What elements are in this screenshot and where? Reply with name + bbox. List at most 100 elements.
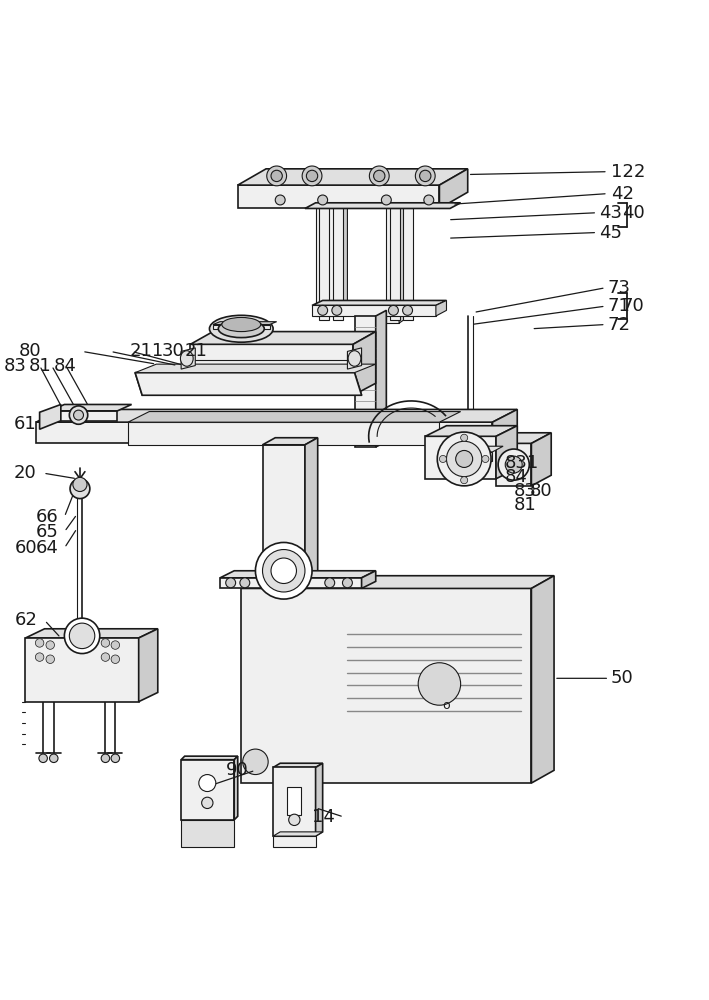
- Polygon shape: [532, 433, 551, 486]
- Circle shape: [318, 195, 328, 205]
- Circle shape: [403, 305, 413, 315]
- Polygon shape: [287, 787, 301, 815]
- Circle shape: [255, 542, 312, 599]
- Text: 40: 40: [622, 204, 644, 222]
- Text: 42: 42: [610, 185, 634, 203]
- Ellipse shape: [180, 351, 193, 366]
- Circle shape: [461, 477, 468, 484]
- Circle shape: [240, 578, 250, 588]
- Polygon shape: [40, 404, 61, 429]
- Circle shape: [318, 305, 328, 315]
- Polygon shape: [312, 305, 436, 316]
- Text: o: o: [442, 699, 450, 712]
- Polygon shape: [403, 208, 413, 320]
- Circle shape: [389, 305, 398, 315]
- Polygon shape: [241, 576, 554, 588]
- Polygon shape: [50, 404, 132, 411]
- Text: 64: 64: [36, 539, 59, 557]
- Circle shape: [101, 653, 110, 661]
- Polygon shape: [36, 409, 518, 422]
- Circle shape: [440, 455, 447, 462]
- Polygon shape: [234, 756, 238, 820]
- Polygon shape: [181, 348, 195, 369]
- Polygon shape: [190, 344, 353, 395]
- Polygon shape: [181, 760, 234, 820]
- Polygon shape: [493, 409, 518, 443]
- Polygon shape: [353, 332, 376, 395]
- Circle shape: [369, 166, 389, 186]
- Circle shape: [101, 754, 110, 763]
- Polygon shape: [262, 438, 318, 445]
- Polygon shape: [220, 578, 362, 588]
- Polygon shape: [128, 422, 440, 445]
- Polygon shape: [241, 588, 532, 783]
- Circle shape: [418, 663, 461, 705]
- Circle shape: [325, 578, 335, 588]
- Polygon shape: [273, 836, 316, 847]
- Circle shape: [424, 195, 434, 205]
- Polygon shape: [316, 208, 337, 316]
- Circle shape: [35, 653, 44, 661]
- Polygon shape: [50, 411, 118, 421]
- Polygon shape: [354, 316, 376, 447]
- Circle shape: [482, 455, 489, 462]
- Circle shape: [242, 749, 268, 775]
- Circle shape: [46, 655, 55, 663]
- Text: 73: 73: [608, 279, 631, 297]
- Circle shape: [69, 623, 95, 649]
- Circle shape: [498, 449, 530, 480]
- Circle shape: [275, 195, 285, 205]
- Ellipse shape: [209, 315, 273, 342]
- Circle shape: [415, 166, 435, 186]
- Polygon shape: [305, 203, 461, 208]
- Polygon shape: [386, 208, 399, 323]
- Circle shape: [454, 450, 468, 464]
- Text: 80: 80: [18, 342, 41, 360]
- Circle shape: [101, 639, 110, 647]
- Polygon shape: [425, 426, 518, 436]
- Polygon shape: [496, 443, 532, 486]
- Circle shape: [306, 170, 318, 182]
- Text: 65: 65: [36, 523, 59, 541]
- Polygon shape: [26, 629, 158, 638]
- Circle shape: [39, 754, 48, 763]
- Circle shape: [456, 450, 473, 467]
- Polygon shape: [273, 832, 323, 836]
- Ellipse shape: [218, 320, 264, 338]
- Circle shape: [342, 578, 352, 588]
- Circle shape: [199, 775, 216, 792]
- Polygon shape: [305, 438, 318, 586]
- Text: 43: 43: [598, 204, 622, 222]
- Circle shape: [381, 195, 391, 205]
- Polygon shape: [337, 203, 347, 316]
- Circle shape: [447, 441, 482, 477]
- Text: 30: 30: [162, 342, 185, 360]
- Circle shape: [74, 410, 84, 420]
- Text: 83: 83: [514, 482, 537, 500]
- Text: 831: 831: [505, 454, 539, 472]
- Polygon shape: [213, 322, 277, 325]
- Polygon shape: [440, 169, 468, 208]
- Circle shape: [302, 166, 322, 186]
- Circle shape: [461, 434, 468, 441]
- Polygon shape: [190, 332, 376, 344]
- Text: 81: 81: [29, 357, 52, 375]
- Polygon shape: [36, 422, 493, 443]
- Text: 70: 70: [622, 297, 644, 315]
- Polygon shape: [220, 571, 376, 578]
- Circle shape: [201, 797, 213, 809]
- Polygon shape: [440, 446, 503, 452]
- Polygon shape: [390, 208, 400, 320]
- Text: 71: 71: [608, 297, 631, 315]
- Polygon shape: [399, 203, 408, 323]
- Polygon shape: [319, 208, 329, 320]
- Text: 84: 84: [54, 357, 77, 375]
- Text: 61: 61: [13, 415, 36, 433]
- Circle shape: [267, 166, 286, 186]
- Circle shape: [70, 479, 90, 499]
- Polygon shape: [181, 820, 234, 847]
- Circle shape: [73, 477, 87, 492]
- Circle shape: [332, 305, 342, 315]
- Text: 21: 21: [184, 342, 208, 360]
- Circle shape: [46, 641, 55, 649]
